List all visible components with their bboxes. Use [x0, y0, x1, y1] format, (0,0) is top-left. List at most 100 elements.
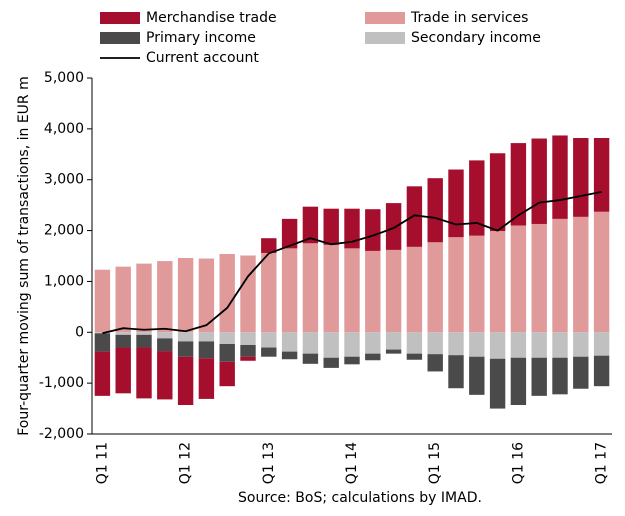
bar-segment — [219, 343, 235, 362]
y-axis-label: Four-quarter moving sum of transactions,… — [16, 76, 32, 436]
bar-segment — [344, 208, 360, 249]
bar-segment — [344, 248, 360, 333]
bar-segment — [281, 332, 298, 352]
bar-segment — [302, 332, 319, 354]
legend-label: Primary income — [146, 30, 256, 46]
bar-segment — [261, 252, 277, 333]
bar-segment — [427, 242, 443, 333]
bar-segment — [573, 356, 589, 389]
bar-segment — [552, 135, 568, 219]
bar-segment — [198, 332, 215, 342]
y-tick-label: -1,000 — [39, 375, 84, 391]
bar-segment — [177, 258, 194, 333]
bar-segment — [94, 269, 111, 333]
bar-segment — [94, 351, 111, 396]
x-tick-label: Q1 14 — [344, 442, 360, 484]
y-tick-label: 2,000 — [44, 223, 84, 239]
bar-segment — [365, 209, 381, 251]
bar-segment — [489, 153, 506, 232]
bar-segment — [281, 248, 298, 333]
bar-segment — [448, 332, 464, 356]
source: Source: BoS; calculations by IMAD. — [238, 490, 482, 506]
bar-segment — [198, 341, 215, 359]
x-tick-label: Q1 11 — [94, 442, 110, 484]
bar-segment — [531, 138, 547, 224]
bar-segment — [573, 332, 589, 357]
bar-segment — [448, 237, 464, 333]
bar-segment — [427, 354, 443, 372]
legend-label: Trade in services — [410, 10, 528, 26]
bar-segment — [469, 160, 485, 236]
bar-segment — [240, 332, 256, 345]
bar-segment — [261, 347, 277, 357]
bar-segment — [510, 332, 527, 358]
bar-segment — [448, 169, 464, 238]
bar-segment — [177, 341, 194, 357]
bar-segment — [281, 351, 298, 360]
bar-segment — [552, 357, 568, 395]
bar-segment — [323, 357, 339, 368]
legend-swatch — [365, 12, 405, 24]
legend-swatch — [100, 12, 140, 24]
bar-segment — [198, 258, 215, 333]
bar-segment — [261, 238, 277, 253]
x-tick-label: Q1 12 — [178, 442, 194, 484]
bar-segment — [115, 334, 131, 348]
bar-segment — [489, 231, 506, 333]
bar-segment — [219, 332, 235, 344]
bar-segment — [115, 266, 131, 333]
legend-label: Current account — [146, 50, 259, 66]
bar-segment — [510, 357, 527, 406]
legend-label: Merchandise trade — [146, 10, 277, 26]
bar-segment — [344, 332, 360, 357]
bar-segment — [157, 351, 173, 400]
bar-segment — [198, 358, 215, 399]
bar-segment — [593, 211, 610, 333]
bar-segment — [240, 356, 256, 361]
bar-segment — [448, 355, 464, 389]
bar-segment — [94, 333, 111, 352]
bar-segment — [510, 225, 527, 333]
bar-segment — [552, 332, 568, 358]
bar-segment — [406, 246, 423, 333]
bar-segment — [469, 356, 485, 395]
bar-segment — [385, 249, 402, 333]
bar-segment — [302, 243, 319, 333]
bar-segment — [593, 138, 610, 212]
y-tick-label: -2,000 — [39, 426, 84, 442]
bar-segment — [365, 353, 381, 361]
bar-segment — [240, 255, 256, 333]
bar-segment — [552, 218, 568, 333]
bar-segment — [593, 355, 610, 387]
bar-segment — [531, 332, 547, 358]
bar-segment — [157, 332, 173, 339]
line — [102, 191, 602, 335]
bar-segment — [281, 218, 298, 249]
x-tick-label: Q1 15 — [427, 442, 443, 484]
legend-swatch — [365, 32, 405, 44]
bar-segment — [240, 345, 256, 357]
y-tick-label: 5,000 — [44, 70, 84, 86]
bar-segment — [385, 332, 402, 350]
legend-label: Secondary income — [411, 30, 541, 46]
bar-segment — [219, 253, 235, 333]
bar-segment — [157, 338, 173, 352]
bar-segment — [136, 347, 152, 399]
bar-segment — [573, 216, 589, 333]
x-tick-label: Q1 16 — [510, 442, 526, 484]
bar-segment — [573, 138, 589, 217]
y-tick-label: 4,000 — [44, 121, 84, 137]
bar-segment — [219, 361, 235, 387]
bar-segment — [365, 250, 381, 333]
bar-segment — [510, 143, 527, 226]
bar-segment — [531, 357, 547, 396]
bar-segment — [323, 332, 339, 358]
bar-segment — [323, 208, 339, 245]
bar-segment — [406, 186, 423, 247]
bar-segment — [177, 356, 194, 406]
y-tick-label: 0 — [75, 324, 84, 340]
x-tick-label: Q1 13 — [261, 442, 277, 484]
bar-segment — [385, 349, 402, 354]
bar-segment — [365, 332, 381, 354]
